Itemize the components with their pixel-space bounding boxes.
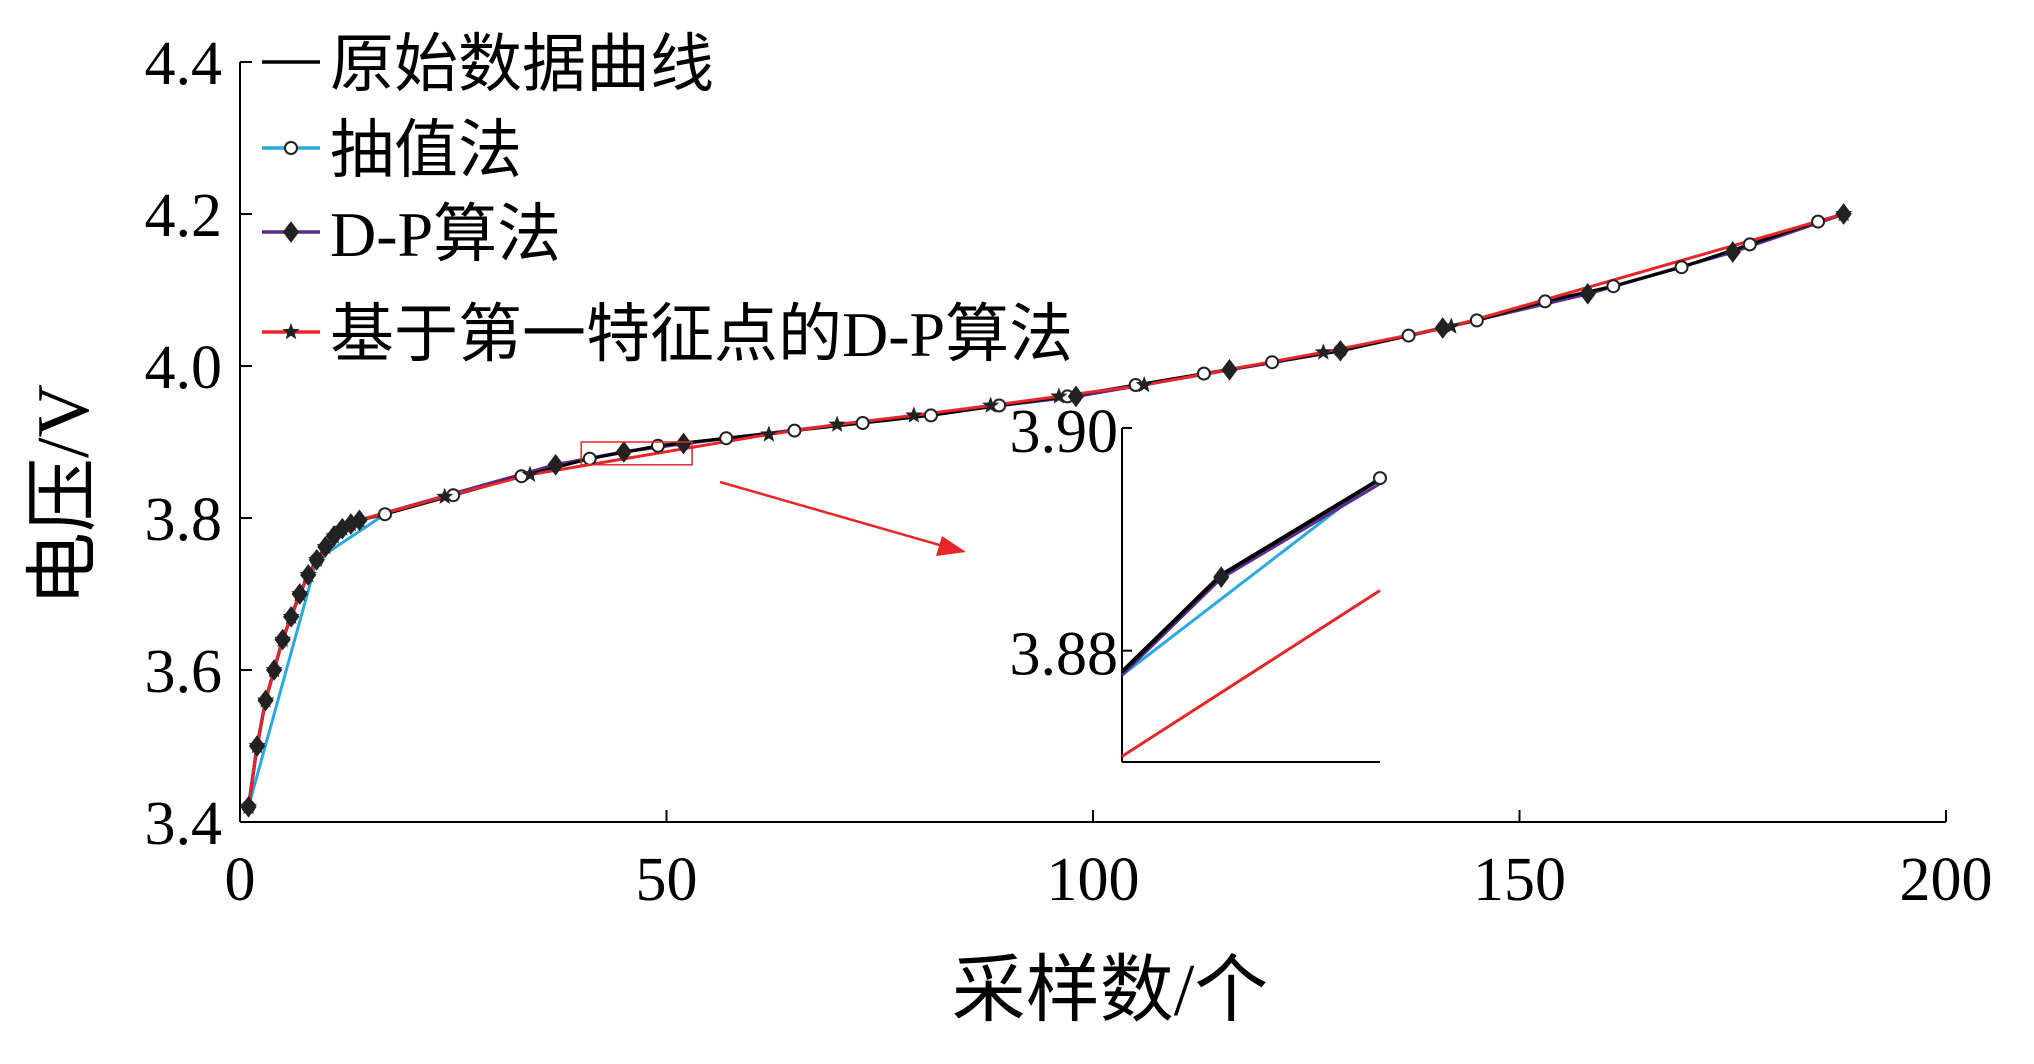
data-point-series-1 [582,451,597,466]
data-point-series-3 [350,511,368,528]
data-point-series-3 [1050,387,1068,404]
data-point-series-3 [257,691,275,708]
data-point-series-1 [1401,328,1416,343]
x-tick-label: 0 [225,846,256,914]
data-point-series-2 [547,453,564,476]
y-axis-label: 电压/V [23,384,105,606]
data-point-series-1 [1469,313,1484,328]
x-tick-label: 100 [1047,846,1140,914]
data-point-series-2 [1724,241,1741,263]
data-point-series-1 [650,438,665,453]
data-point-series-3 [342,515,360,532]
data-point-series-3 [282,607,300,625]
zoom-region-box [580,441,693,466]
data-point-series-1 [1538,294,1553,309]
y-tick-label: 3.6 [145,638,223,706]
data-point-series-1 [1742,237,1757,252]
data-point-series-1 [923,408,938,423]
x-tick-label: 50 [636,846,698,914]
data-point-series-3 [521,465,539,482]
data-point-series-3 [316,537,334,555]
data-point-series-3 [265,661,283,678]
data-point-series-3 [248,737,266,754]
inset-y-tick-label: 3.90 [1010,398,1119,466]
data-point-series-3 [291,585,309,602]
data-point-series-3 [1442,317,1460,334]
inset-y-tick-label: 3.88 [1010,621,1119,689]
data-point-series-3 [299,566,317,583]
inset-background [1122,428,1380,762]
y-tick-label: 4.4 [145,30,223,98]
data-point-series-1 [1811,214,1826,229]
legend-label: 原始数据曲线 [330,29,714,100]
data-point-series-3 [333,519,351,536]
data-point-series-2 [1332,339,1349,362]
data-point-series-2 [675,432,692,455]
x-axis-label: 采样数/个 [952,950,1269,1032]
data-point-series-1 [855,416,870,430]
y-tick-label: 3.8 [145,486,223,554]
data-point-series-3 [325,527,343,544]
data-point-series-3 [308,550,326,568]
data-point-series-1 [378,507,393,522]
data-point-series-1 [1674,260,1689,275]
inset-data-point [1213,566,1230,589]
y-tick-label: 3.4 [145,790,223,858]
data-point-series-3 [1835,205,1853,222]
inset-data-point [1373,471,1387,486]
legend-label: D-P算法 [330,199,561,270]
main-plot: 0 50 100 150 200 3.4 3.6 3.8 4.0 4.2 4.4 [145,30,1993,914]
data-point-series-3 [982,396,1000,413]
x-tick-label: 150 [1473,846,1566,914]
data-point-series-3 [239,797,258,815]
data-point-series-2 [1067,385,1085,408]
data-point-series-3 [828,415,846,432]
legend-swatch-marker [282,221,300,243]
inset-series-line-3 [1121,589,1381,758]
data-point-series-3 [1135,376,1153,393]
data-point-series-2 [1221,358,1238,381]
zoom-arrow-line [719,480,951,550]
data-point-series-3 [436,487,454,504]
data-point-series-1 [1606,279,1621,294]
data-point-series-2 [1579,282,1596,305]
data-point-series-3 [905,406,923,423]
x-tick-label: 200 [1900,846,1993,914]
data-point-series-3 [1314,343,1332,360]
inset-plot: 3.90 3.88 [1010,398,1387,763]
zoom-arrow-head [936,536,966,556]
legend-swatch-marker [284,141,298,155]
data-point-series-1 [1265,355,1280,370]
data-point-series-3 [760,425,778,442]
y-tick-label: 4.0 [145,334,223,402]
data-point-series-2 [615,441,632,463]
data-point-series-1 [1196,366,1211,381]
legend-swatch-marker [282,323,300,340]
legend-label: 抽值法 [330,115,522,186]
data-point-series-3 [274,630,292,647]
legend-label: 基于第一特征点的D-P算法 [330,299,1073,370]
y-tick-label: 4.2 [145,182,223,250]
data-point-series-1 [719,431,734,446]
data-point-series-1 [787,423,802,438]
